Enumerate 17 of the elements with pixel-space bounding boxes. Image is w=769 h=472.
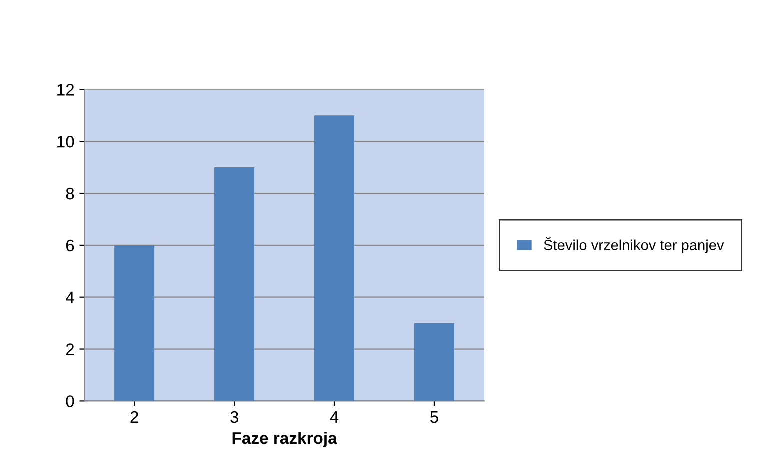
x-tick-label: 4 <box>330 412 339 423</box>
x-axis-title: Faze razkroja <box>232 432 338 448</box>
bar <box>314 116 355 402</box>
y-tick-label: 10 <box>58 136 74 148</box>
x-tick-label: 2 <box>130 411 138 423</box>
y-tick-label: 12 <box>58 84 74 96</box>
y-tick-label: 8 <box>66 188 74 200</box>
y-tick-label: 0 <box>66 396 74 408</box>
bar <box>114 245 155 402</box>
legend-label: Število vrzelnikov ter panjev <box>544 238 724 254</box>
x-tick-label: 5 <box>430 412 438 424</box>
bar <box>214 168 255 402</box>
y-tick-label: 2 <box>66 344 74 356</box>
y-tick-label: 6 <box>66 240 74 252</box>
y-tick-label: 4 <box>66 292 74 304</box>
x-tick-label: 3 <box>230 411 238 424</box>
bar <box>414 323 454 402</box>
